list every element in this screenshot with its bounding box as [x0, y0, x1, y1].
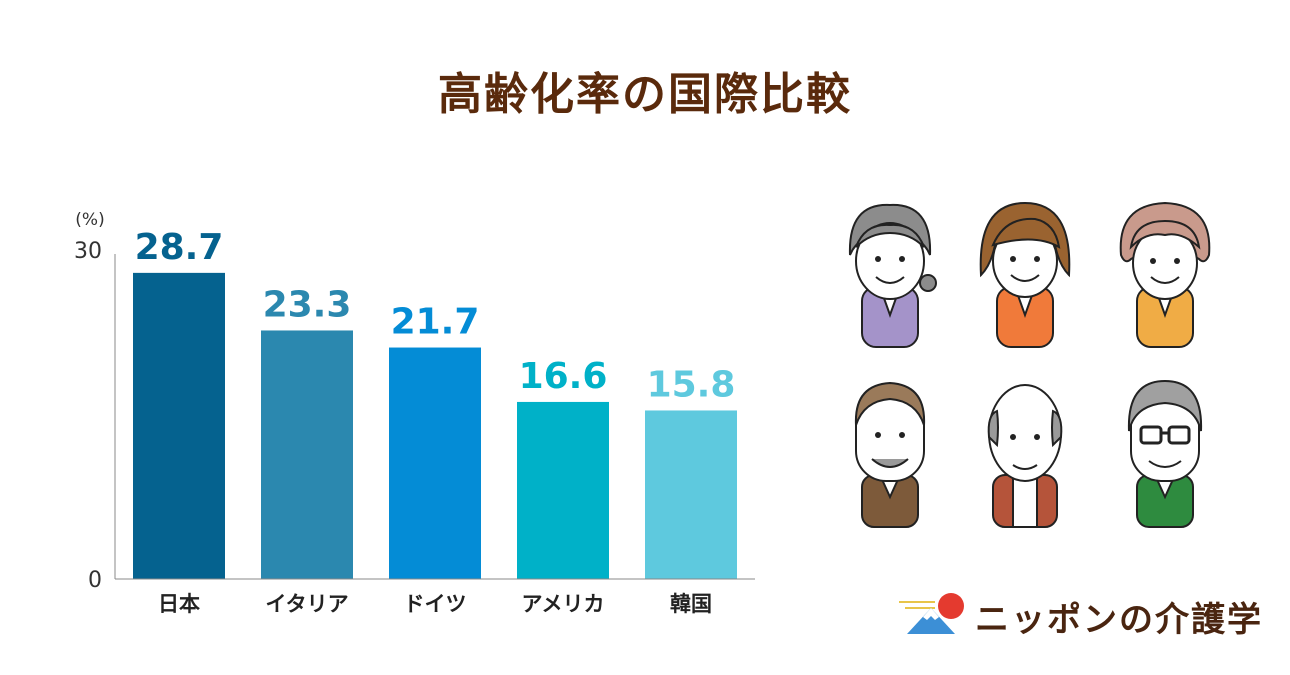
brand-name: ニッポンの介護学 — [975, 600, 1263, 640]
y-unit-label: (%) — [75, 210, 104, 230]
bar-1 — [133, 272, 225, 579]
category-label-1: 日本 — [158, 592, 200, 616]
data-label-1: 28.7 — [135, 227, 224, 268]
bar-2 — [261, 330, 353, 579]
data-label-3: 21.7 — [391, 302, 480, 343]
mount-fuji-sun-icon — [899, 593, 964, 634]
woman-gray-hair-icon — [848, 203, 937, 348]
category-label-4: アメリカ — [522, 592, 605, 616]
bar-4 — [517, 401, 609, 579]
bar-3 — [389, 347, 481, 579]
data-label-5: 15.8 — [647, 364, 736, 405]
elderly-people-illustration — [848, 201, 1211, 528]
data-label-4: 16.6 — [519, 356, 608, 397]
brand-logo: ニッポンの介護学 — [895, 590, 1265, 640]
data-label-2: 23.3 — [263, 284, 352, 325]
man-bald-icon — [987, 384, 1063, 528]
man-brown-hair-icon — [854, 381, 926, 528]
y-tick-label-top: 30 — [74, 239, 102, 264]
man-glasses-icon — [1127, 379, 1203, 528]
chart-title: 高齢化率の国際比較 — [438, 69, 852, 120]
y-tick-label-bottom: 0 — [88, 568, 102, 593]
category-label-5: 韓国 — [670, 592, 712, 616]
category-label-3: ドイツ — [404, 592, 467, 616]
woman-brown-hair-icon — [979, 201, 1071, 348]
bar-5 — [645, 410, 737, 579]
woman-curly-hair-icon — [1119, 201, 1211, 348]
category-label-2: イタリア — [265, 592, 348, 616]
